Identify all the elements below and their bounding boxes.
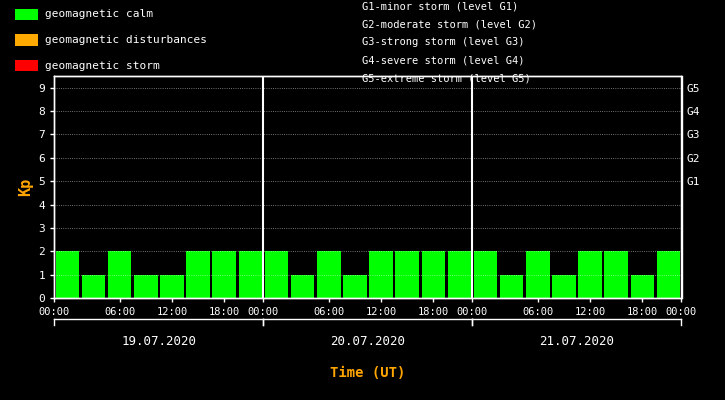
Y-axis label: Kp: Kp (18, 178, 33, 196)
Text: G3-strong storm (level G3): G3-strong storm (level G3) (362, 37, 525, 47)
Bar (447, 251, 471, 298)
Bar (369, 251, 393, 298)
Text: geomagnetic calm: geomagnetic calm (45, 9, 153, 19)
Text: G2-moderate storm (level G2): G2-moderate storm (level G2) (362, 19, 537, 29)
Bar (291, 275, 315, 298)
Bar (186, 251, 210, 298)
Bar (631, 275, 654, 298)
Text: geomagnetic disturbances: geomagnetic disturbances (45, 35, 207, 45)
Text: G4-severe storm (level G4): G4-severe storm (level G4) (362, 55, 525, 65)
Bar (265, 251, 289, 298)
Bar (657, 251, 680, 298)
Text: G1-minor storm (level G1): G1-minor storm (level G1) (362, 1, 519, 11)
Text: 21.07.2020: 21.07.2020 (539, 335, 615, 348)
Bar (395, 251, 419, 298)
Bar (56, 251, 79, 298)
Bar (160, 275, 183, 298)
Bar (343, 275, 367, 298)
Bar (239, 251, 262, 298)
Bar (108, 251, 131, 298)
Text: 20.07.2020: 20.07.2020 (331, 335, 405, 348)
Bar (317, 251, 341, 298)
Bar (134, 275, 157, 298)
Bar (212, 251, 236, 298)
Bar (421, 251, 445, 298)
Text: geomagnetic storm: geomagnetic storm (45, 61, 160, 70)
Bar (82, 275, 105, 298)
Bar (605, 251, 628, 298)
Text: Time (UT): Time (UT) (331, 366, 405, 380)
Bar (500, 275, 523, 298)
FancyBboxPatch shape (14, 34, 38, 46)
FancyBboxPatch shape (14, 9, 38, 20)
Bar (552, 275, 576, 298)
Bar (473, 251, 497, 298)
Text: 19.07.2020: 19.07.2020 (121, 335, 196, 348)
FancyBboxPatch shape (14, 60, 38, 71)
Bar (579, 251, 602, 298)
Text: G5-extreme storm (level G5): G5-extreme storm (level G5) (362, 73, 531, 83)
Bar (526, 251, 550, 298)
